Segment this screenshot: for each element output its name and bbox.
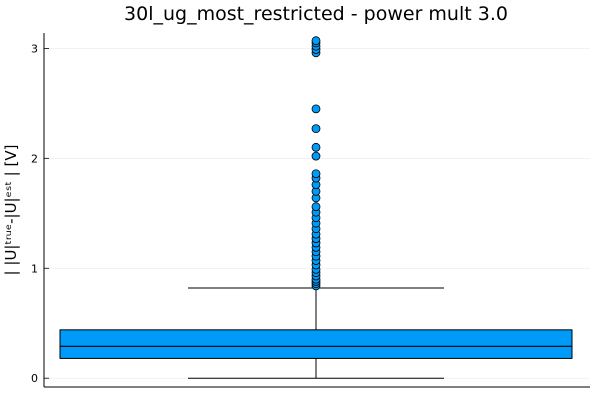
outlier-point (311, 104, 321, 114)
axes (43, 33, 590, 388)
y-ticks: 0 1 2 3 (31, 42, 49, 385)
y-tick-label: 1 (31, 262, 38, 275)
y-axis-label: | |U|ᵗʳᵘᵉ-|U|ᵉˢᵗ | [V] (2, 145, 20, 276)
outliers (311, 36, 321, 291)
outlier-point (311, 169, 321, 179)
outlier-point (311, 151, 321, 161)
iqr-box (59, 329, 573, 359)
box-plot (59, 287, 573, 379)
outlier-point (311, 124, 321, 134)
y-tick-label: 2 (31, 152, 38, 165)
chart-title: 30l_ug_most_restricted - power mult 3.0 (124, 3, 508, 25)
y-tick-label: 0 (31, 372, 38, 385)
outlier-point (311, 142, 321, 152)
outlier-point (311, 36, 321, 46)
y-tick-label: 3 (31, 42, 38, 55)
outlier-point (311, 202, 321, 212)
